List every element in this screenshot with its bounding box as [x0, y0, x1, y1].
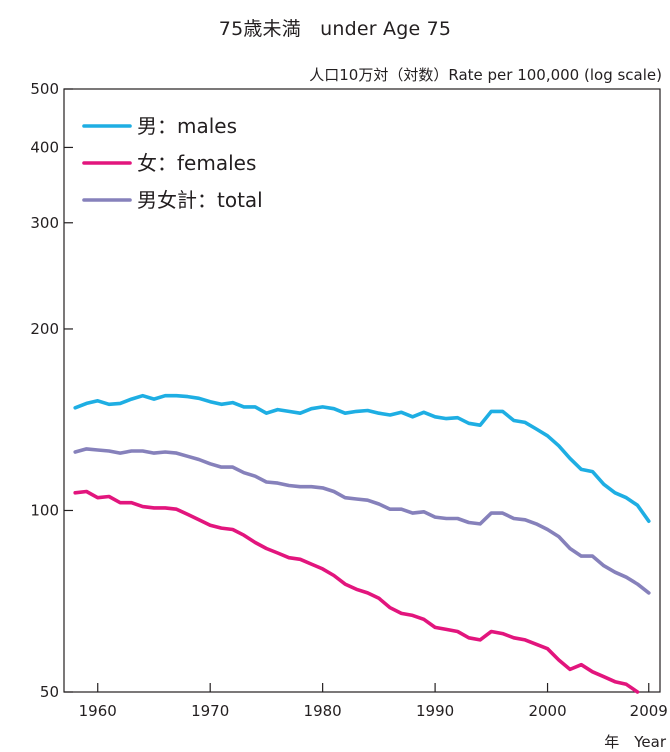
legend-label-2: 女：females [137, 151, 256, 175]
series-line-1 [73, 393, 651, 524]
y-tick-label-300: 300 [30, 214, 59, 232]
x-axis-label: 年 Year [604, 733, 666, 751]
x-tick-label-2009: 2009 [630, 702, 668, 720]
x-tick-label-1970: 1970 [191, 702, 229, 720]
chart-title: 75歳未満 under Age 75 [218, 18, 452, 40]
y-tick-label-400: 400 [30, 138, 59, 156]
x-tick-label-1990: 1990 [416, 702, 454, 720]
x-tick-label-1960: 1960 [79, 702, 117, 720]
legend-label-3: 男女計：total [137, 188, 263, 212]
series-line-2 [73, 489, 640, 694]
y-tick-label-200: 200 [30, 320, 59, 338]
y-tick-label-100: 100 [30, 501, 59, 519]
legend-label-1: 男：males [137, 114, 237, 138]
y-tick-label-50: 50 [40, 683, 59, 701]
y-tick-label-500: 500 [30, 80, 59, 98]
x-tick-label-1980: 1980 [304, 702, 342, 720]
plot-frame [63, 88, 661, 693]
x-tick-label-2000: 2000 [528, 702, 566, 720]
y-axis-unit-label: 人口10万対（対数）Rate per 100,000 (log scale) [309, 66, 662, 84]
series-line-3 [73, 447, 651, 595]
